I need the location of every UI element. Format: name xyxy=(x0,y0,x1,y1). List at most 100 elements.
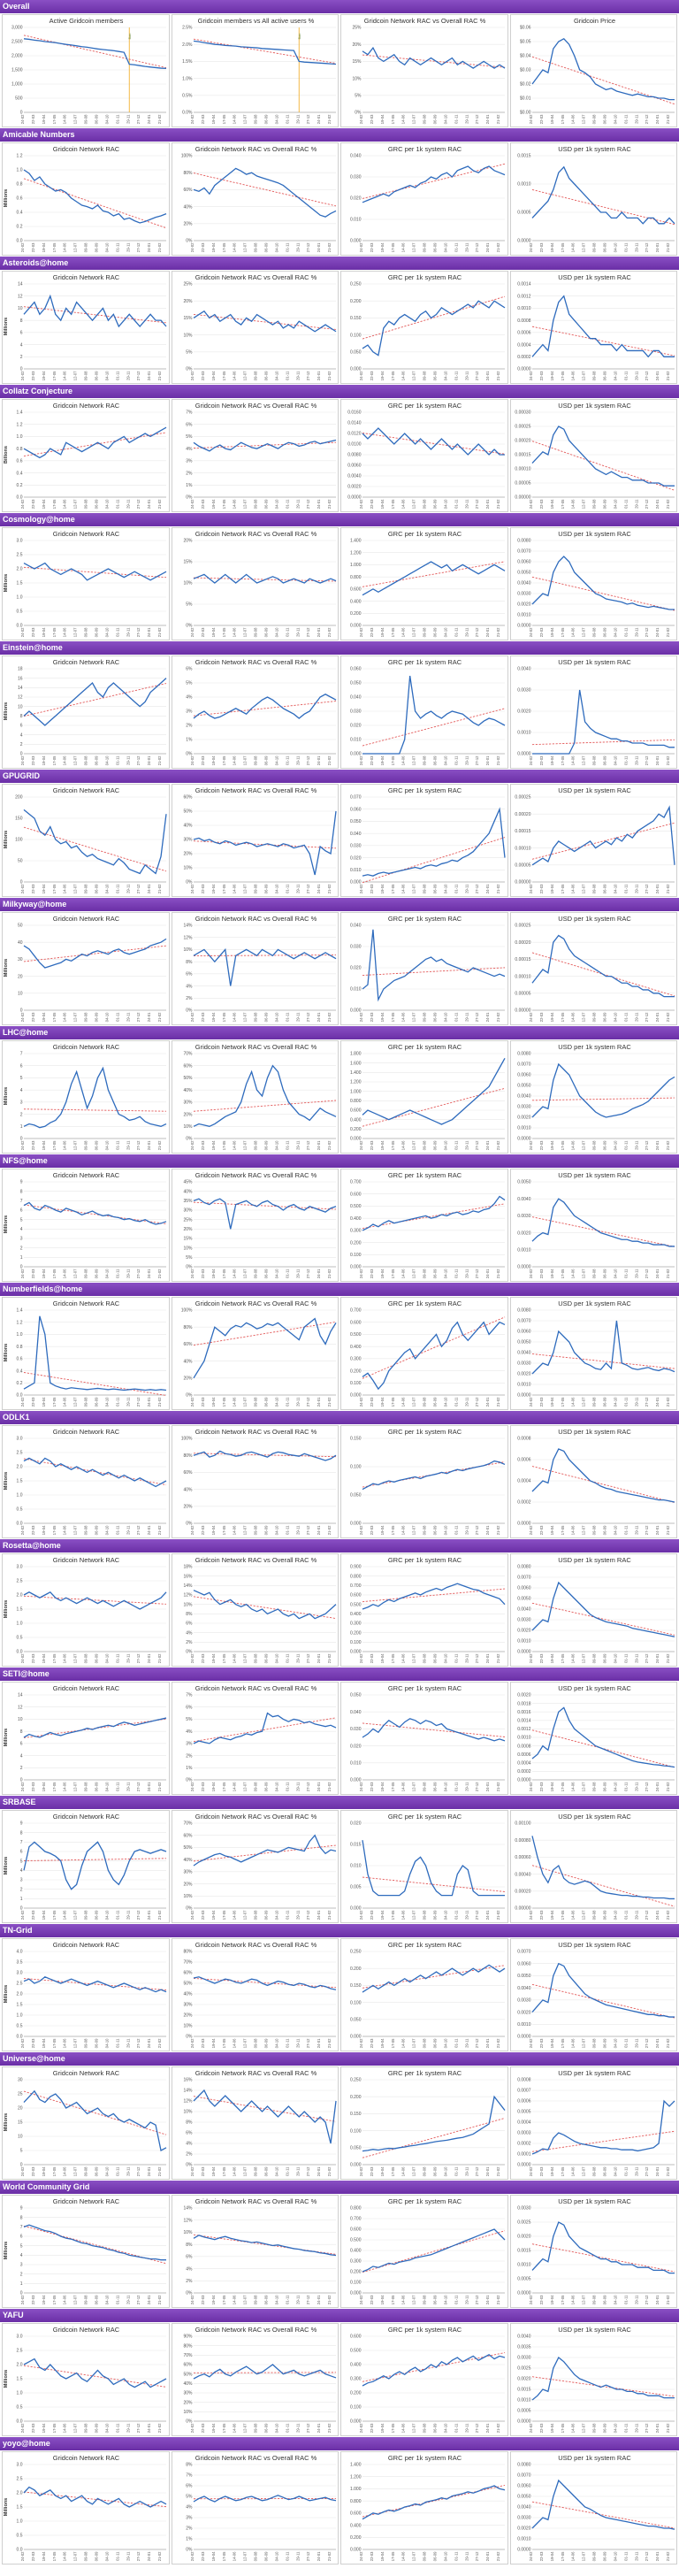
x-tick-label: 17-05 xyxy=(221,2038,225,2048)
y-tick-label: 0.0010 xyxy=(517,2263,531,2268)
x-tick-label: 14-06 xyxy=(63,755,67,765)
line-chart: USD per 1k system RAC0.00150.00100.00050… xyxy=(517,145,675,252)
series-line xyxy=(362,1964,506,1993)
y-tick-label: 0.0012 xyxy=(517,294,531,299)
trend-line xyxy=(23,1108,167,1112)
x-tick-label: 24-02 xyxy=(529,2038,533,2048)
y-tick-label: 0 xyxy=(20,367,23,372)
x-tick-label: 22-03 xyxy=(200,242,204,252)
y-tick-label: 10% xyxy=(183,1894,193,1899)
y-tick-label: 35% xyxy=(183,1199,193,1204)
x-tick-label: 29-11 xyxy=(634,627,638,637)
x-tick-label: 29-11 xyxy=(634,1397,638,1407)
x-tick-label: 04-10 xyxy=(104,371,109,380)
y-tick-label: 15% xyxy=(352,59,362,65)
x-tick-label: 19-04 xyxy=(380,1910,385,1920)
y-tick-label: 1.0 xyxy=(17,1493,23,1499)
y-tick-label: 0.00060 xyxy=(515,1855,530,1860)
x-tick-label: 09-08 xyxy=(84,1140,88,1150)
y-tick-label: 0.200 xyxy=(350,2535,362,2541)
y-axis-unit-label: Millions xyxy=(4,2370,9,2388)
y-tick-label: 14 xyxy=(18,686,23,691)
x-tick-label: 01-11 xyxy=(623,1012,628,1022)
y-tick-label: 0.0006 xyxy=(517,1458,531,1463)
chart-panel: USD per 1k system RAC 0.0080 0.0070 0.0060 0… xyxy=(509,1040,677,1154)
line-chart: GRC per 1k system RAC0.6000.5000.4000.30… xyxy=(350,2326,506,2433)
trend-line xyxy=(23,1372,167,1396)
y-tick-label: 12 xyxy=(18,1705,23,1710)
trend-line xyxy=(531,1216,675,1247)
section: Amicable Numbers Gridcoin Network RAC Mill… xyxy=(0,128,679,257)
y-tick-label: 0.030 xyxy=(350,945,362,950)
x-tick-label: 27-12 xyxy=(475,755,479,765)
y-tick-label: 0.00025 xyxy=(515,425,530,430)
y-tick-label: 2,500 xyxy=(11,40,23,45)
y-tick-label: 1.200 xyxy=(350,550,362,556)
x-tick-label: 29-11 xyxy=(126,114,130,124)
y-tick-label: 0.050 xyxy=(350,350,362,356)
y-tick-label: 0.000 xyxy=(350,2419,362,2425)
x-tick-label: 01-11 xyxy=(115,2166,119,2176)
x-tick-label: 24-01 xyxy=(317,1397,321,1407)
y-tick-label: 0.000 xyxy=(350,624,362,629)
x-tick-label: 24-01 xyxy=(485,1397,490,1407)
chart-panel: GRC per 1k system RAC 1.400 1.200 1.000 0.80… xyxy=(340,2451,508,2564)
x-tick-label: 21-02 xyxy=(496,2551,500,2561)
x-tick-label: 14-06 xyxy=(570,242,575,252)
x-tick-label: 24-01 xyxy=(655,2551,660,2561)
y-tick-label: 0.500 xyxy=(350,1204,362,1209)
x-tick-label: 12-07 xyxy=(412,499,416,509)
x-tick-label: 21-02 xyxy=(496,2423,500,2433)
x-tick-label: 17-05 xyxy=(221,884,225,893)
x-tick-label: 06-09 xyxy=(602,1782,607,1791)
x-tick-label: 09-08 xyxy=(423,1525,427,1535)
x-tick-label: 17-05 xyxy=(560,2295,564,2304)
x-tick-label: 04-10 xyxy=(613,884,617,893)
x-tick-label: 06-09 xyxy=(602,114,607,124)
x-tick-label: 24-02 xyxy=(529,1653,533,1663)
y-tick-label: 0.0080 xyxy=(517,539,531,544)
x-tick-label: 24-01 xyxy=(485,2295,490,2304)
x-tick-label: 24-02 xyxy=(190,1140,195,1150)
x-tick-label: 14-06 xyxy=(63,2551,67,2561)
x-tick-label: 09-08 xyxy=(253,114,257,124)
line-chart: Gridcoin Network RACMillions1.41.21.00.8… xyxy=(4,1300,167,1407)
x-tick-label: 12-07 xyxy=(73,1269,78,1278)
x-tick-label: 29-11 xyxy=(126,884,130,893)
x-tick-label: 24-02 xyxy=(190,499,195,509)
x-tick-label: 04-10 xyxy=(274,1910,278,1920)
y-tick-label: 0.700 xyxy=(350,1308,362,1314)
y-tick-label: 1.0 xyxy=(17,434,23,440)
x-tick-label: 22-03 xyxy=(370,114,374,124)
x-tick-label: 09-08 xyxy=(253,755,257,765)
x-tick-label: 12-07 xyxy=(581,1782,585,1791)
x-tick-label: 27-12 xyxy=(136,2038,141,2048)
y-tick-label: 6% xyxy=(186,1622,193,1627)
x-tick-label: 22-03 xyxy=(538,1012,543,1022)
y-tick-label: 0.0006 xyxy=(517,1752,531,1758)
x-tick-label: 09-08 xyxy=(253,884,257,893)
y-tick-label: 0.0035 xyxy=(517,2345,531,2350)
y-tick-label: 0.0030 xyxy=(517,2356,531,2361)
x-tick-label: 24-02 xyxy=(20,1140,25,1150)
y-tick-label: 1.400 xyxy=(350,539,362,544)
x-tick-label: 19-04 xyxy=(42,1012,46,1022)
x-tick-label: 19-04 xyxy=(42,1653,46,1663)
y-tick-label: 18 xyxy=(18,667,23,672)
x-tick-label: 09-08 xyxy=(423,2551,427,2561)
x-tick-label: 24-01 xyxy=(485,627,490,637)
y-tick-label: 5% xyxy=(186,1717,193,1722)
x-tick-label: 24-02 xyxy=(190,1269,195,1278)
chart-title: Gridcoin Network RAC vs Overall RAC % xyxy=(195,2454,317,2462)
line-chart: Gridcoin Network RAC vs Overall RAC %100… xyxy=(180,1300,337,1407)
series-line xyxy=(23,294,167,328)
x-tick-label: 06-09 xyxy=(263,114,268,124)
y-tick-label: 8% xyxy=(186,2463,193,2468)
x-tick-label: 19-04 xyxy=(549,2551,553,2561)
x-tick-label: 06-09 xyxy=(263,1140,268,1150)
x-tick-label: 24-01 xyxy=(485,1525,490,1535)
y-tick-label: 5% xyxy=(186,1255,193,1261)
y-tick-label: 6% xyxy=(186,2131,193,2136)
y-tick-label: 0.0050 xyxy=(517,1974,531,1979)
x-tick-label: 01-11 xyxy=(285,2166,289,2176)
